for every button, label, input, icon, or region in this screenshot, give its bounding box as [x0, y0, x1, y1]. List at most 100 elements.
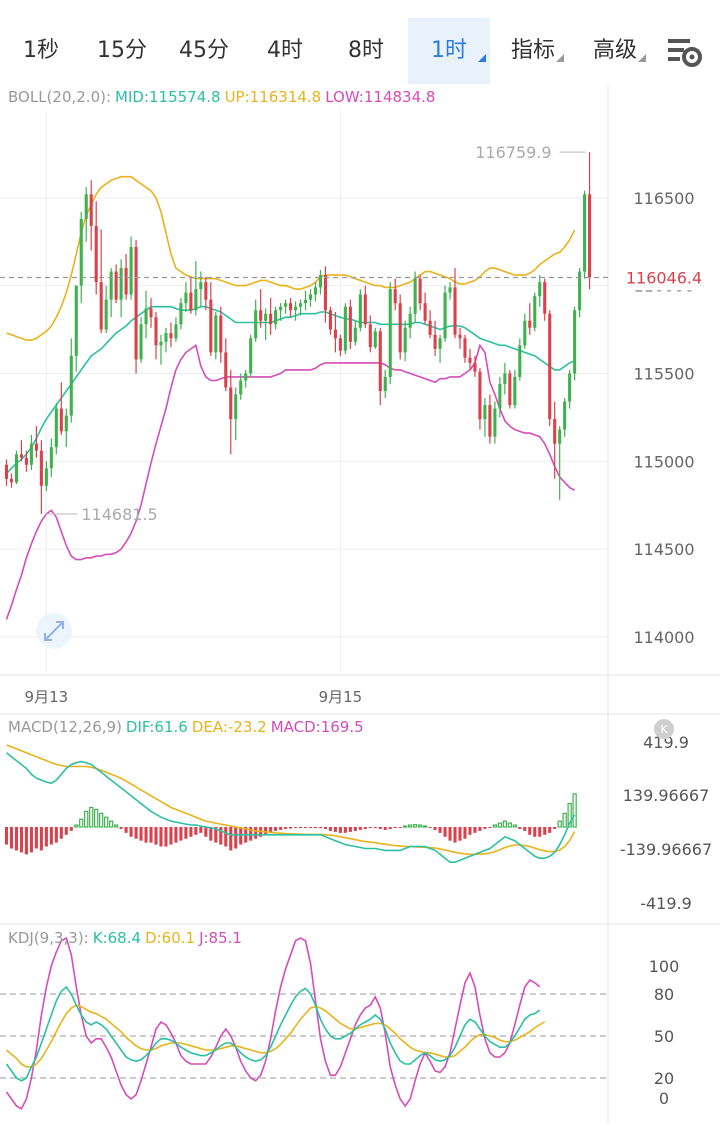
kdj-j-line	[5, 936, 541, 1110]
macd-histogram-bar	[383, 827, 387, 830]
candle-body	[328, 310, 332, 330]
macd-histogram-bar	[224, 827, 228, 847]
candle-body	[129, 246, 133, 295]
macd-histogram-bar	[313, 827, 318, 828]
tab-label: 指标	[510, 38, 555, 63]
candle-body	[533, 296, 537, 328]
kdj-legend-k: K:68.4	[92, 929, 142, 947]
tab-label: 8时	[348, 38, 384, 63]
macd-histogram-bar	[194, 827, 198, 835]
macd-histogram-bar	[562, 812, 567, 828]
candle-body	[393, 289, 397, 304]
macd-dea-line	[6, 744, 576, 856]
time-tick-label: 9月13	[25, 688, 69, 706]
macd-scale-label: -419.9	[640, 894, 692, 913]
macd-histogram-bar	[567, 802, 572, 828]
macd-histogram-bar	[303, 827, 308, 828]
chart-svg[interactable]: 1165001160001155001150001145001140009月13…	[0, 86, 720, 1123]
macd-histogram-bar	[453, 827, 457, 843]
macd-histogram-bar	[428, 827, 432, 828]
candle-body	[543, 282, 547, 314]
candle-body	[154, 317, 158, 346]
macd-histogram-bar	[557, 820, 562, 828]
k-badge-letter: K	[660, 723, 668, 736]
macd-histogram-bar	[572, 793, 577, 828]
macd-histogram-bar	[343, 827, 347, 833]
macd-histogram-bar	[69, 827, 73, 831]
candle-body	[244, 373, 248, 381]
candle-body	[528, 320, 532, 328]
kdj-scale-label: 50	[654, 1027, 674, 1046]
timeframe-tabbar: 1秒 15分 45分 4时 8时 1时 指标 高级	[0, 0, 720, 86]
current-price-badge	[616, 264, 716, 291]
macd-histogram-bar	[458, 827, 462, 841]
k-badge	[654, 719, 674, 739]
macd-histogram-bar	[119, 827, 123, 829]
macd-histogram-bar	[254, 827, 258, 839]
chart-settings-icon[interactable]	[664, 32, 704, 72]
macd-histogram-bar	[473, 827, 477, 833]
macd-histogram-bar	[199, 827, 203, 833]
candle-body	[69, 355, 73, 416]
candle-body	[64, 415, 68, 432]
candle-body	[333, 329, 337, 339]
tab-4[interactable]: 8时	[330, 18, 402, 84]
candle-body	[583, 194, 587, 272]
tab-5[interactable]: 1时	[408, 18, 490, 84]
macd-histogram-bar	[338, 827, 342, 833]
boll-mid-line	[5, 305, 575, 475]
macd-histogram-bar	[139, 827, 143, 841]
tab-2[interactable]: 45分	[166, 18, 242, 84]
macd-histogram-bar	[468, 827, 472, 835]
macd-histogram-bar	[229, 827, 233, 851]
candle-body	[398, 303, 402, 353]
candle-body	[488, 405, 492, 437]
macd-histogram-bar	[59, 827, 63, 839]
candle-body	[563, 401, 567, 430]
candle-body	[14, 454, 19, 483]
kdj-legend-d: D:60.1	[145, 929, 196, 947]
tab-1[interactable]: 15分	[86, 18, 158, 84]
candle-body	[264, 313, 268, 321]
candle-body	[303, 299, 308, 304]
candle-body	[269, 313, 273, 325]
boll-upper-line	[6, 175, 576, 341]
macd-histogram-bar	[388, 827, 392, 829]
macd-histogram-bar	[164, 827, 168, 847]
kdj-scale-label: 80	[654, 985, 674, 1004]
candle-body	[134, 246, 138, 360]
macd-legend-name: MACD(12,26,9)	[8, 718, 122, 736]
macd-histogram-bar	[154, 827, 158, 845]
tab-6[interactable]: 指标	[498, 18, 568, 84]
candle-body	[423, 303, 427, 321]
macd-histogram-bar	[463, 827, 467, 839]
macd-histogram-bar	[353, 827, 357, 831]
macd-histogram-bar	[333, 827, 337, 832]
macd-histogram-bar	[74, 824, 79, 828]
candle-body	[313, 287, 318, 295]
macd-histogram-bar	[54, 827, 58, 843]
macd-histogram-bar	[488, 827, 492, 828]
candle-body	[403, 327, 407, 353]
candle-body	[224, 352, 228, 388]
macd-histogram-bar	[79, 818, 84, 828]
kdj-scale-label: 0	[659, 1089, 669, 1108]
chart-area: 1165001160001155001150001145001140009月13…	[0, 86, 720, 1123]
macd-histogram-bar	[438, 827, 442, 833]
tab-3[interactable]: 4时	[250, 18, 320, 84]
macd-histogram-bar	[219, 827, 223, 845]
candle-body	[214, 315, 218, 353]
macd-histogram-bar	[179, 827, 183, 841]
macd-histogram-bar	[497, 822, 503, 828]
candle-body	[194, 289, 198, 311]
tab-0[interactable]: 1秒	[6, 18, 76, 84]
candle-body	[24, 457, 28, 465]
candle-body	[9, 478, 14, 483]
macd-histogram-bar	[398, 827, 402, 828]
macd-histogram-bar	[284, 827, 288, 829]
tab-7[interactable]: 高级	[580, 18, 650, 84]
macd-histogram-bar	[492, 824, 498, 828]
candle-body	[513, 376, 517, 406]
macd-histogram-bar	[4, 827, 9, 845]
candle-body	[124, 268, 128, 295]
